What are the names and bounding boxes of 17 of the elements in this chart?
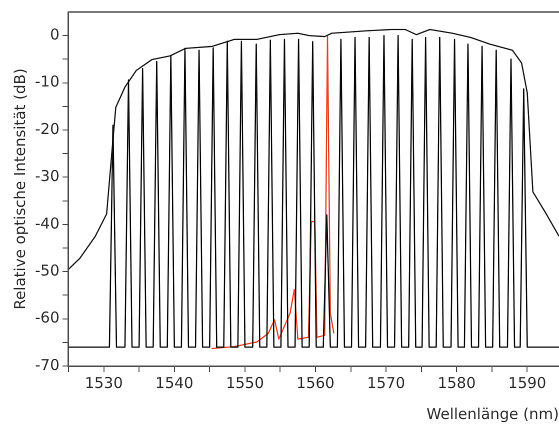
x-tick-label: 1570 (366, 374, 406, 392)
x-tick-label: 1530 (84, 374, 123, 392)
y-tick-label: -20 (35, 120, 60, 138)
x-tick-label: 1550 (226, 374, 264, 392)
y-tick-label: 0 (50, 25, 60, 44)
y-tick-label: -30 (35, 167, 60, 186)
x-tick-label: 1590 (508, 374, 546, 392)
y-axis-title: Relative optische Intensität (dB) (10, 68, 29, 310)
y-tick-label: -40 (35, 214, 60, 232)
x-tick-label: 1580 (438, 374, 476, 392)
y-tick-label: -10 (35, 72, 60, 91)
x-tick-label: 1540 (155, 374, 194, 392)
y-tick-label: -50 (35, 261, 60, 280)
x-tick-label: 1560 (296, 374, 335, 392)
x-axis-title: Wellenlänge (nm) (426, 404, 559, 423)
y-tick-label: -70 (35, 356, 60, 374)
y-tick-label: -60 (35, 308, 60, 327)
